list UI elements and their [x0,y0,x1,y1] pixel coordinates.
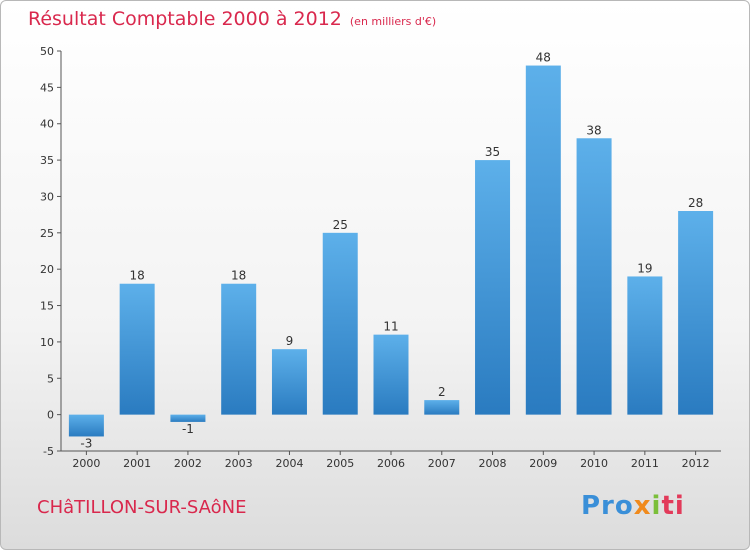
value-label: -3 [80,436,92,450]
bar [271,349,307,415]
proxiti-logo[interactable]: Proxiti [581,491,685,521]
y-tick-label: 45 [40,81,54,94]
y-tick-label: 50 [40,45,54,58]
bar [119,283,155,415]
y-tick-label: 30 [40,190,54,203]
y-tick-label: 25 [40,227,54,240]
value-label: 18 [231,269,246,283]
x-tick-label: 2008 [479,457,507,470]
value-label: 28 [688,196,703,210]
logo-part-1: Pro [581,491,634,521]
value-label: -1 [182,422,194,436]
x-tick-label: 2000 [72,457,100,470]
x-tick-label: 2004 [275,457,303,470]
y-tick-label: 35 [40,154,54,167]
title-text: Résultat Comptable 2000 à 2012 [28,8,342,30]
bar [627,276,663,415]
y-tick-label: 10 [40,336,54,349]
value-label: 25 [333,218,348,232]
y-tick-label: 15 [40,300,54,313]
x-tick-label: 2010 [580,457,608,470]
logo-part-3: i [651,491,662,521]
value-label: 11 [383,320,398,334]
chart-title: Résultat Comptable 2000 à 2012 (en millie… [28,8,436,30]
x-tick-label: 2006 [377,457,405,470]
bar [678,211,714,415]
x-tick-label: 2002 [174,457,202,470]
bar [170,414,206,422]
bar [373,334,409,415]
x-tick-label: 2007 [428,457,456,470]
x-tick-label: 2003 [225,457,253,470]
y-tick-label: 5 [47,372,54,385]
bar [322,232,358,415]
x-tick-label: 2012 [682,457,710,470]
x-tick-label: 2009 [529,457,557,470]
bar [525,65,561,415]
x-tick-label: 2005 [326,457,354,470]
bar [576,138,612,415]
value-label: 2 [438,385,446,399]
chart-subtitle: (en milliers d'€) [349,15,437,28]
y-tick-label: 20 [40,263,54,276]
bar [424,400,460,415]
x-tick-label: 2001 [123,457,151,470]
value-label: 9 [286,334,294,348]
bar [68,414,104,437]
y-tick-label: -5 [43,445,54,458]
bar [475,160,511,415]
value-label: 18 [130,269,145,283]
logo-part-4: ti [661,491,685,521]
value-label: 19 [637,261,652,275]
value-label: 48 [536,51,551,65]
commune-name: CHâTILLON-SUR-SAôNE [37,497,247,518]
x-tick-label: 2011 [631,457,659,470]
y-tick-label: 40 [40,118,54,131]
value-label: 38 [586,123,601,137]
logo-part-2: x [633,491,652,521]
y-tick-label: 0 [47,409,54,422]
value-label: 35 [485,145,500,159]
bar [221,283,257,415]
